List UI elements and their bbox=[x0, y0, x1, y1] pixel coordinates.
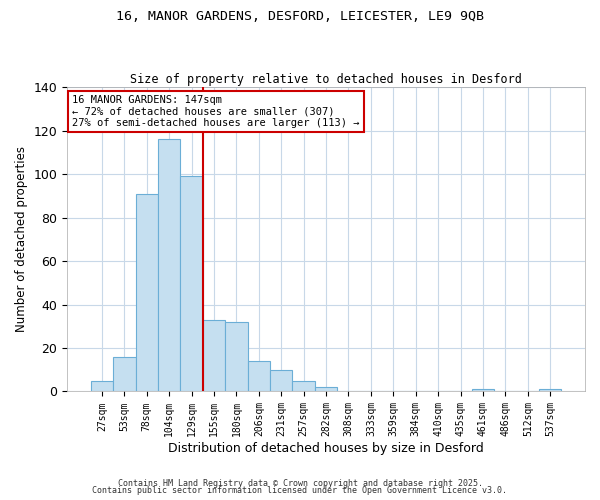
Text: Contains public sector information licensed under the Open Government Licence v3: Contains public sector information licen… bbox=[92, 486, 508, 495]
Title: Size of property relative to detached houses in Desford: Size of property relative to detached ho… bbox=[130, 73, 522, 86]
Text: 16, MANOR GARDENS, DESFORD, LEICESTER, LE9 9QB: 16, MANOR GARDENS, DESFORD, LEICESTER, L… bbox=[116, 10, 484, 23]
Bar bbox=[270, 370, 292, 392]
X-axis label: Distribution of detached houses by size in Desford: Distribution of detached houses by size … bbox=[168, 442, 484, 455]
Text: 16 MANOR GARDENS: 147sqm
← 72% of detached houses are smaller (307)
27% of semi-: 16 MANOR GARDENS: 147sqm ← 72% of detach… bbox=[73, 95, 360, 128]
Bar bbox=[539, 390, 562, 392]
Bar bbox=[136, 194, 158, 392]
Bar bbox=[203, 320, 225, 392]
Bar bbox=[225, 322, 248, 392]
Bar bbox=[248, 361, 270, 392]
Bar bbox=[292, 380, 315, 392]
Bar bbox=[113, 356, 136, 392]
Text: Contains HM Land Registry data © Crown copyright and database right 2025.: Contains HM Land Registry data © Crown c… bbox=[118, 478, 482, 488]
Bar bbox=[91, 380, 113, 392]
Bar bbox=[472, 390, 494, 392]
Bar bbox=[158, 140, 181, 392]
Bar bbox=[181, 176, 203, 392]
Bar bbox=[315, 387, 337, 392]
Y-axis label: Number of detached properties: Number of detached properties bbox=[15, 146, 28, 332]
